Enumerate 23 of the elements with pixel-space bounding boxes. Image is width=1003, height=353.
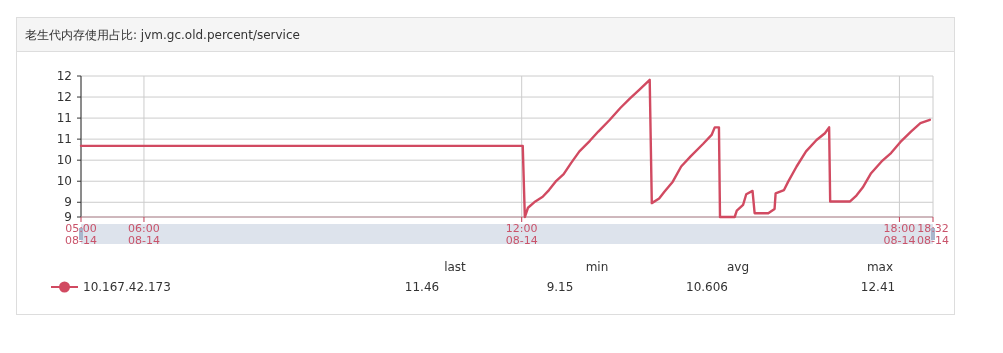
x-tick-label: 06:00 08-14 (127, 222, 160, 247)
text: min (585, 260, 609, 275)
y-tick-label: 10 (56, 153, 72, 168)
y-tick-label: 11 (56, 132, 72, 147)
y-tick-label: 9 (64, 210, 72, 225)
y-tick-label: 11 (56, 111, 72, 126)
text: 9.15 (546, 280, 574, 295)
text: 10.606 (686, 280, 728, 295)
text: 11.46 (404, 280, 440, 295)
legend-label: 10.167.42.173 (83, 280, 171, 295)
x-tick-label: 18:32 08-14 (917, 222, 949, 247)
y-tick-label: 10 (56, 174, 72, 189)
text: 12.41 (860, 280, 896, 295)
y-tick-label: 12 (56, 69, 72, 84)
x-tick-label: 05:00 08-14 (65, 222, 97, 247)
y-tick-label: 12 (56, 90, 72, 105)
text: max (866, 260, 894, 275)
y-tick-label: 9 (64, 195, 72, 210)
text: last (444, 260, 467, 275)
chart-title: 老生代内存使用占比: jvm.gc.old.percent/service (25, 28, 300, 42)
text: avg (726, 260, 750, 275)
x-tick-label: 12:00 08-14 (505, 222, 538, 247)
x-tick-label: 18:00 08-14 (883, 222, 916, 247)
